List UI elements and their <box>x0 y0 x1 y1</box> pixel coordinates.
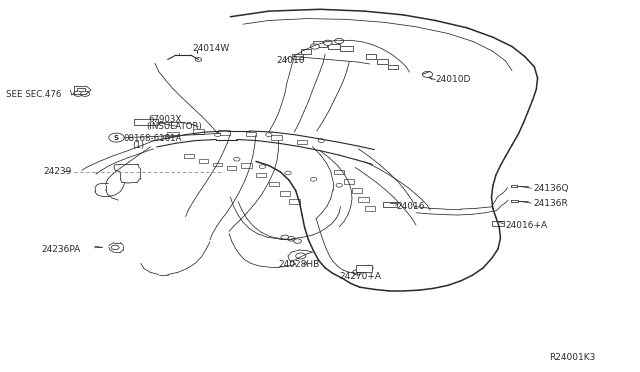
Text: 24028HB: 24028HB <box>278 260 319 269</box>
Text: 67903X: 67903X <box>148 115 182 124</box>
Text: 24270+A: 24270+A <box>339 272 381 280</box>
Circle shape <box>214 133 221 137</box>
Bar <box>340 46 353 51</box>
Bar <box>352 188 362 193</box>
Circle shape <box>310 177 317 181</box>
Text: 24016+A: 24016+A <box>506 221 548 230</box>
Bar <box>269 182 279 186</box>
Circle shape <box>234 157 240 161</box>
Bar <box>388 65 398 69</box>
Text: 24236PA: 24236PA <box>42 246 81 254</box>
Text: (INSULATOR): (INSULATOR) <box>146 122 202 131</box>
Circle shape <box>259 165 266 169</box>
Text: SEE SEC.476: SEE SEC.476 <box>6 90 62 99</box>
Text: 24010: 24010 <box>276 56 305 65</box>
Bar <box>356 265 371 272</box>
Circle shape <box>359 267 368 272</box>
Bar <box>358 197 369 202</box>
Circle shape <box>163 135 170 139</box>
Text: 08168-6161A: 08168-6161A <box>124 134 182 143</box>
Circle shape <box>109 133 124 142</box>
Text: (1): (1) <box>132 141 145 150</box>
Circle shape <box>111 245 119 250</box>
Bar <box>292 54 303 59</box>
Text: 24239: 24239 <box>44 167 72 176</box>
Bar <box>366 54 376 59</box>
Circle shape <box>353 270 362 275</box>
Bar <box>198 159 209 163</box>
Circle shape <box>266 133 272 137</box>
Bar <box>328 44 340 49</box>
Text: 24016: 24016 <box>397 202 426 211</box>
Circle shape <box>310 44 319 49</box>
Circle shape <box>422 71 433 77</box>
Bar <box>289 199 300 204</box>
Bar <box>344 179 354 184</box>
Bar <box>246 132 256 136</box>
Circle shape <box>335 38 344 44</box>
Text: 24014W: 24014W <box>192 44 229 53</box>
Bar <box>492 221 504 225</box>
Bar <box>301 49 311 54</box>
Circle shape <box>364 265 373 270</box>
Circle shape <box>323 40 332 45</box>
Bar <box>271 135 282 140</box>
Bar <box>241 163 252 168</box>
Text: S: S <box>114 135 119 141</box>
Bar <box>280 191 290 196</box>
Text: 24010D: 24010D <box>435 75 470 84</box>
Bar <box>383 202 397 207</box>
Circle shape <box>81 91 90 96</box>
Text: 24136R: 24136R <box>533 199 568 208</box>
Text: R24001K3: R24001K3 <box>549 353 595 362</box>
Bar <box>334 170 344 174</box>
Bar <box>365 206 375 211</box>
Bar <box>218 130 230 135</box>
Circle shape <box>195 58 202 61</box>
Bar <box>256 173 266 177</box>
Bar <box>167 132 179 136</box>
Bar <box>184 154 194 158</box>
Circle shape <box>281 235 289 240</box>
Bar <box>297 140 307 144</box>
Bar <box>134 119 158 125</box>
Text: 24136Q: 24136Q <box>533 185 568 193</box>
Bar <box>212 163 223 166</box>
Circle shape <box>318 139 324 142</box>
Circle shape <box>296 253 306 259</box>
Circle shape <box>285 171 291 175</box>
Bar <box>313 41 327 46</box>
Bar <box>227 166 237 170</box>
Circle shape <box>294 239 301 243</box>
Bar <box>77 88 85 92</box>
Bar <box>193 129 204 134</box>
Circle shape <box>336 183 342 187</box>
Circle shape <box>74 91 83 96</box>
Circle shape <box>287 237 295 241</box>
Bar <box>377 59 388 64</box>
